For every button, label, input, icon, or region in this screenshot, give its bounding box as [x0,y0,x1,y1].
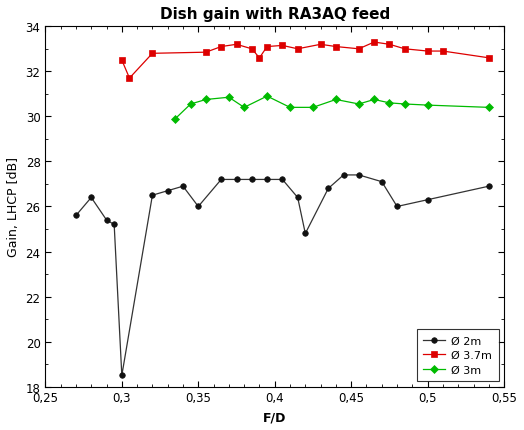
Ø 3.7m [356,47,362,52]
Ø 2m [279,178,286,183]
Ø 2m [379,180,385,185]
Ø 3.7m [401,47,408,52]
Ø 3.7m [371,40,377,46]
Ø 3.7m [424,49,431,55]
Line: Ø 3m: Ø 3m [172,94,492,122]
Ø 3.7m [264,45,270,50]
Ø 3.7m [486,56,492,61]
Ø 3m [241,105,247,111]
Ø 2m [180,184,186,189]
Ø 3.7m [440,49,446,55]
Ø 3.7m [203,50,209,55]
Ø 2m [294,195,301,200]
Ø 2m [341,173,347,178]
Ø 2m [356,173,362,178]
Title: Dish gain with RA3AQ feed: Dish gain with RA3AQ feed [160,7,390,22]
Line: Ø 2m: Ø 2m [73,173,492,378]
Ø 2m [325,187,331,192]
Ø 3.7m [233,43,239,48]
Ø 2m [233,178,239,183]
Ø 2m [302,231,309,236]
Ø 3.7m [149,52,156,57]
Ø 3.7m [318,43,324,48]
Ø 3.7m [386,43,392,48]
Ø 2m [249,178,255,183]
Ø 3.7m [333,45,339,50]
Ø 3m [287,105,293,111]
Ø 3.7m [118,58,125,64]
Ø 3.7m [218,45,224,50]
Y-axis label: Gain, LHCP [dB]: Gain, LHCP [dB] [7,157,20,257]
Ø 3m [333,98,339,103]
Ø 3m [486,105,492,111]
X-axis label: F/D: F/D [263,410,287,423]
Ø 2m [73,213,79,218]
Ø 3m [424,103,431,108]
Ø 3m [188,102,194,108]
Ø 3m [356,102,362,108]
Ø 2m [149,193,156,198]
Ø 3m [401,102,408,108]
Ø 2m [111,222,117,227]
Ø 3.7m [256,56,263,61]
Ø 3.7m [294,47,301,52]
Ø 2m [218,178,224,183]
Ø 2m [264,178,270,183]
Ø 3m [172,117,179,122]
Ø 2m [424,198,431,203]
Ø 2m [486,184,492,189]
Ø 3m [310,105,316,111]
Ø 2m [165,189,171,194]
Legend: Ø 2m, Ø 3.7m, Ø 3m: Ø 2m, Ø 3.7m, Ø 3m [417,329,498,381]
Ø 3m [264,94,270,99]
Line: Ø 3.7m: Ø 3.7m [119,40,492,82]
Ø 2m [88,195,94,200]
Ø 2m [118,373,125,378]
Ø 3.7m [249,47,255,52]
Ø 3.7m [126,76,133,81]
Ø 2m [195,204,201,209]
Ø 3m [386,101,392,106]
Ø 3.7m [279,44,286,49]
Ø 2m [394,204,400,209]
Ø 3m [203,98,209,103]
Ø 3m [371,98,377,103]
Ø 3m [226,95,232,101]
Ø 2m [103,218,110,223]
